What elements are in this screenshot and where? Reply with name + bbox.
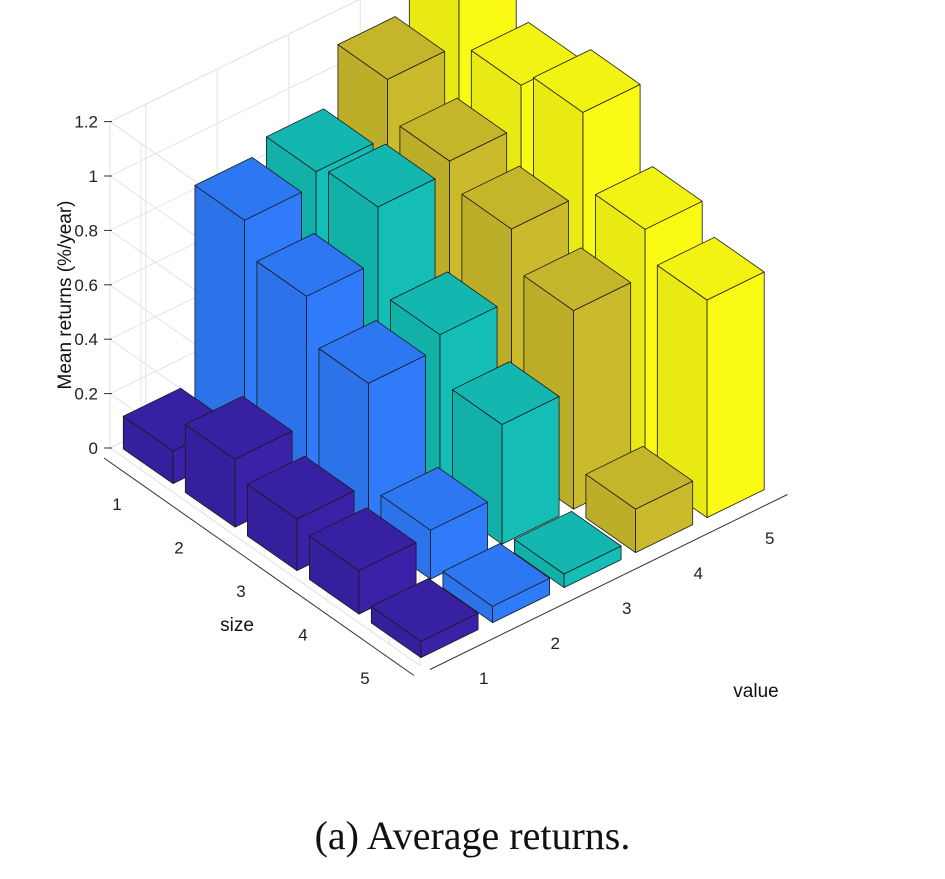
size-tick-label: 4 xyxy=(298,625,307,644)
value-tick-label: 4 xyxy=(694,564,703,583)
chart-ticks: 0 0.2 0.4 0.6 0.8 1 1.2 1 2 3 4 5 1 2 3 4 5 xyxy=(74,113,774,688)
bar3d-chart: 0 0.2 0.4 0.6 0.8 1 1.2 1 2 3 4 5 1 2 3 4 5 Mean returns… xyxy=(55,0,788,702)
value-tick-label: 3 xyxy=(622,599,631,618)
bar-size5-value5 xyxy=(656,236,765,518)
z-tick-label: 0.8 xyxy=(74,221,98,240)
size-axis-line xyxy=(103,457,415,676)
bar-size5-value2 xyxy=(442,543,550,623)
figure-caption: (a) Average returns. xyxy=(314,813,631,858)
chart-bars xyxy=(122,0,765,658)
x-axis-label: size xyxy=(220,615,254,636)
bar-size5-value1 xyxy=(370,578,479,658)
z-axis-label: Mean returns (%/year) xyxy=(55,200,76,389)
z-tick-label: 0.2 xyxy=(74,385,98,404)
y-axis-label: value xyxy=(733,681,778,702)
bar-size4-value3 xyxy=(451,361,560,545)
value-tick-label: 5 xyxy=(765,529,774,548)
z-tick-label: 0.4 xyxy=(74,330,98,349)
size-tick-label: 5 xyxy=(360,669,369,688)
value-tick-label: 1 xyxy=(479,669,488,688)
size-tick-label: 2 xyxy=(174,538,183,557)
bar-size5-value3 xyxy=(514,510,622,588)
z-tick-label: 1 xyxy=(89,167,98,186)
size-tick-label: 3 xyxy=(236,582,245,601)
z-tick-label: 0.6 xyxy=(74,276,98,295)
value-tick-label: 2 xyxy=(551,634,560,653)
z-tick-label: 0 xyxy=(89,439,98,458)
bar-size5-value4 xyxy=(585,445,694,553)
z-tick-label: 1.2 xyxy=(74,113,98,132)
value-axis-line xyxy=(429,494,788,670)
size-tick-label: 1 xyxy=(112,495,121,514)
bar-size4-value1 xyxy=(308,507,417,615)
